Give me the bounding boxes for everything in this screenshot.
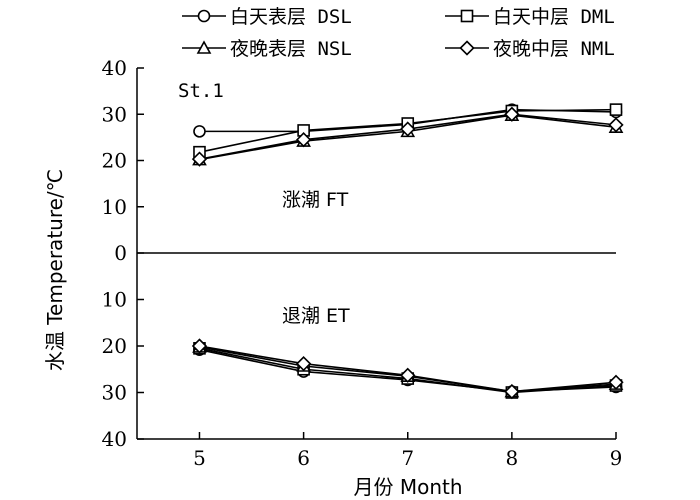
legend-triangle-icon [196,40,212,54]
y-tick-label: 0 [114,241,127,265]
legend: 白天表层 DSL 白天中层 DML 夜晚表层 NSL 夜晚中层 NML [182,6,615,60]
data-point-diamond [295,356,312,372]
y-tick-label: 20 [102,149,127,173]
data-point-diamond [191,151,208,167]
data-point-diamond [608,117,624,133]
y-tick-label: 20 [102,334,127,358]
data-point-diamond [400,121,416,137]
data-point-square [609,103,623,116]
y-axis: 40 30 20 10 0 10 20 30 40 [102,56,144,451]
panel-label-ft: 涨潮 FT [282,189,349,211]
plot-frame [136,68,616,440]
legend-label: 白天表层 DSL [230,6,352,28]
x-tick-label: 5 [193,446,206,470]
legend-diamond-icon [459,40,475,56]
legend-item-circle: 白天表层 DSL [182,6,352,28]
x-tick-label: 8 [506,446,519,470]
panel-et [191,338,624,400]
data-point-diamond [400,367,416,383]
data-point-diamond [608,374,624,390]
y-tick-label: 30 [102,381,127,405]
x-axis: 5 6 7 8 9 [193,432,622,470]
panel-label-et: 退潮 ET [282,305,350,327]
legend-item-diamond: 夜晚中层 NML [445,38,615,60]
station-label: St.1 [178,80,224,102]
legend-label: 白天中层 DML [493,6,615,28]
legend-label: 夜晚表层 NSL [230,38,352,60]
x-tick-label: 7 [401,446,414,470]
legend-circle-icon [197,9,211,23]
y-axis-label: 水温 Temperature/℃ [43,169,67,371]
y-tick-label: 40 [102,427,127,451]
x-tick-label: 6 [297,446,310,470]
y-tick-label: 10 [102,195,127,219]
y-tick-label: 40 [102,56,127,80]
data-point-circle [193,125,206,138]
legend-square-icon [460,9,474,23]
y-tick-label: 30 [102,102,127,126]
data-point-diamond [504,383,520,400]
y-tick-label: 10 [102,288,127,312]
legend-item-triangle: 夜晚表层 NSL [182,38,352,60]
x-axis-label: 月份 Month [353,475,462,499]
series-group [191,103,624,400]
data-point-diamond [295,132,312,148]
data-point-diamond [504,106,520,122]
legend-item-square: 白天中层 DML [445,6,615,28]
panel-ft [191,103,624,167]
legend-label: 夜晚中层 NML [493,38,615,60]
x-tick-label: 9 [610,446,623,470]
data-point-diamond [191,338,208,354]
